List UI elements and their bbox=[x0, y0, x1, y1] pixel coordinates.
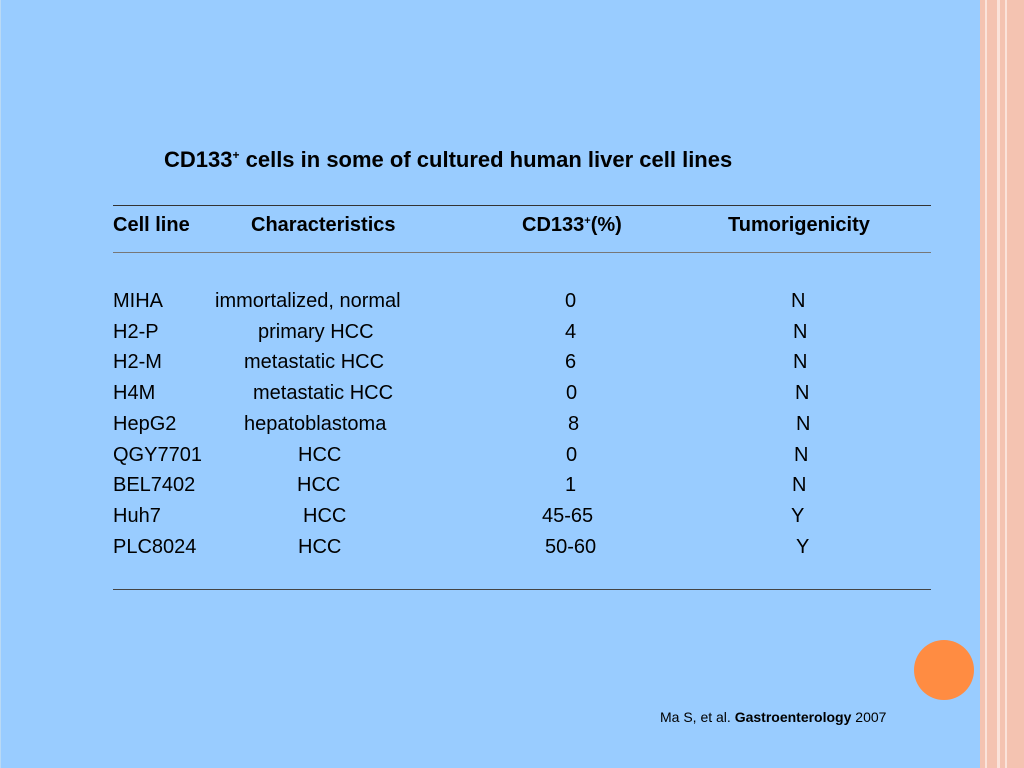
cell-cd133-percent: 50-60 bbox=[545, 536, 597, 558]
cell-characteristics: immortalized, normal bbox=[215, 290, 401, 312]
title-prefix: CD133 bbox=[164, 147, 233, 172]
header-tumorigenicity: Tumorigenicity bbox=[728, 214, 870, 236]
cell-characteristics: HCC bbox=[303, 505, 347, 527]
cell-line-name: PLC8024 bbox=[113, 536, 197, 558]
cell-line-name: H4M bbox=[113, 382, 156, 404]
cell-tumorigenicity: N bbox=[793, 321, 808, 343]
header-cd133-prefix: CD133 bbox=[522, 214, 585, 236]
cell-characteristics: metastatic HCC bbox=[244, 351, 385, 373]
cell-line-name: H2-P bbox=[113, 321, 159, 343]
cell-tumorigenicity: N bbox=[791, 290, 806, 312]
decorative-stripe bbox=[997, 0, 1000, 768]
cell-line-name: MIHA bbox=[113, 290, 163, 312]
header-cd133: CD133+(%) bbox=[522, 214, 622, 237]
cell-characteristics: HCC bbox=[298, 536, 342, 558]
citation: Ma S, et al. Gastroenterology 2007 bbox=[660, 709, 886, 725]
cell-cd133-percent: 4 bbox=[565, 321, 577, 343]
table-top-rule bbox=[113, 205, 931, 206]
cell-line-name: Huh7 bbox=[113, 505, 161, 527]
cell-cd133-percent: 0 bbox=[565, 290, 577, 312]
title-superscript: + bbox=[232, 148, 240, 162]
citation-year: 2007 bbox=[851, 709, 887, 725]
cell-line-name: H2-M bbox=[113, 351, 162, 373]
cell-cd133-percent: 0 bbox=[566, 382, 578, 404]
decorative-right-border bbox=[980, 0, 1024, 768]
cell-cd133-percent: 1 bbox=[565, 474, 577, 496]
decorative-orange-circle bbox=[914, 640, 974, 700]
cell-characteristics: metastatic HCC bbox=[253, 382, 394, 404]
slide-left-edge bbox=[0, 0, 1, 768]
citation-journal: Gastroenterology bbox=[734, 709, 852, 725]
header-characteristics: Characteristics bbox=[251, 214, 396, 236]
cell-cd133-percent: 0 bbox=[566, 444, 578, 466]
table-header-rule bbox=[113, 252, 931, 253]
cell-tumorigenicity: N bbox=[795, 382, 810, 404]
cell-tumorigenicity: Y bbox=[796, 536, 810, 558]
cell-tumorigenicity: N bbox=[792, 474, 807, 496]
citation-authors: Ma S, et al. bbox=[660, 709, 735, 725]
decorative-stripe bbox=[985, 0, 987, 768]
decorative-stripe bbox=[1005, 0, 1007, 768]
cell-cd133-percent: 45-65 bbox=[542, 505, 594, 527]
cell-tumorigenicity: N bbox=[796, 413, 811, 435]
cell-tumorigenicity: N bbox=[794, 444, 809, 466]
header-cd133-superscript: + bbox=[584, 215, 591, 227]
cell-characteristics: HCC bbox=[298, 444, 342, 466]
header-cd133-suffix: (%) bbox=[590, 214, 622, 236]
header-cell-line: Cell line bbox=[113, 214, 190, 236]
cell-characteristics: HCC bbox=[297, 474, 341, 496]
cell-characteristics: primary HCC bbox=[258, 321, 374, 343]
cell-line-name: QGY7701 bbox=[113, 444, 202, 466]
cell-line-name: BEL7402 bbox=[113, 474, 196, 496]
slide-title: CD133+ cells in some of cultured human l… bbox=[164, 147, 732, 173]
title-suffix: cells in some of cultured human liver ce… bbox=[239, 147, 733, 172]
table-bottom-rule bbox=[113, 589, 931, 590]
cell-cd133-percent: 8 bbox=[568, 413, 580, 435]
cell-cd133-percent: 6 bbox=[565, 351, 577, 373]
cell-tumorigenicity: N bbox=[793, 351, 808, 373]
cell-characteristics: hepatoblastoma bbox=[244, 413, 387, 435]
cell-line-name: HepG2 bbox=[113, 413, 177, 435]
cell-tumorigenicity: Y bbox=[791, 505, 805, 527]
